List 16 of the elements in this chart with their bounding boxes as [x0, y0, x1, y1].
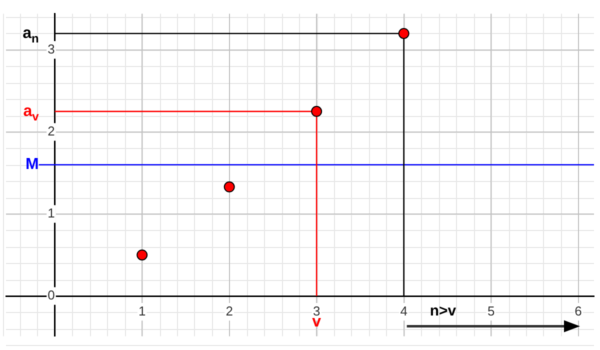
y-tick-label: 0 — [48, 288, 55, 303]
annotation: n>v — [430, 302, 457, 320]
ref-line-label: M — [26, 156, 39, 174]
y-tick-label: 3 — [48, 41, 55, 56]
x-tick-label: 1 — [138, 303, 146, 318]
x-tick-label: 5 — [487, 303, 495, 318]
x-tick-label: 6 — [574, 303, 582, 318]
point — [398, 28, 410, 39]
x-tick-label: 4 — [400, 303, 408, 318]
y-tick-label: 2 — [48, 124, 55, 139]
x-tick-label: 2 — [226, 303, 233, 318]
y-tick-label: 1 — [48, 206, 55, 221]
point — [136, 249, 148, 260]
point — [224, 181, 235, 192]
x-tick-label: 3 — [312, 303, 320, 318]
point — [311, 106, 322, 117]
